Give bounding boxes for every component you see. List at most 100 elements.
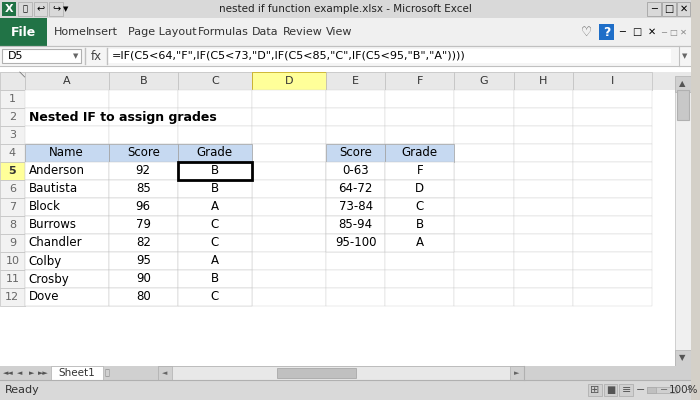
- Bar: [326, 216, 385, 234]
- Text: −: −: [659, 385, 668, 395]
- Text: A: A: [416, 236, 423, 250]
- Text: Chandler: Chandler: [29, 236, 83, 250]
- Bar: [326, 144, 385, 162]
- Text: 2: 2: [9, 112, 16, 122]
- Bar: [326, 234, 385, 252]
- Text: ▼: ▼: [679, 354, 686, 362]
- Bar: [573, 252, 652, 270]
- Text: B: B: [211, 164, 219, 178]
- Bar: [326, 198, 385, 216]
- Bar: [573, 126, 652, 144]
- Bar: [620, 384, 634, 396]
- Bar: [326, 90, 385, 108]
- Bar: [454, 90, 514, 108]
- Text: ⊞: ⊞: [590, 385, 599, 395]
- Bar: [385, 216, 454, 234]
- Bar: [326, 180, 385, 198]
- Text: ►: ►: [514, 370, 519, 376]
- Text: 7: 7: [9, 202, 16, 212]
- Bar: [326, 162, 385, 180]
- Text: 100%: 100%: [668, 385, 699, 395]
- Bar: [178, 72, 252, 90]
- Text: H: H: [539, 76, 547, 86]
- Bar: [326, 216, 385, 234]
- Bar: [675, 90, 692, 366]
- Bar: [252, 198, 326, 216]
- Bar: [454, 198, 514, 216]
- Bar: [326, 252, 385, 270]
- Bar: [252, 270, 326, 288]
- Text: Page Layout: Page Layout: [128, 27, 197, 37]
- Bar: [178, 144, 252, 162]
- Bar: [573, 198, 652, 216]
- Bar: [603, 384, 617, 396]
- Text: ─: ─: [662, 28, 666, 36]
- Bar: [454, 162, 514, 180]
- Bar: [385, 126, 454, 144]
- Bar: [573, 162, 652, 180]
- Bar: [385, 162, 454, 180]
- Bar: [252, 252, 326, 270]
- Bar: [454, 216, 514, 234]
- Bar: [326, 288, 385, 306]
- Text: ■: ■: [606, 385, 615, 395]
- Text: 92: 92: [136, 164, 150, 178]
- Text: □: □: [664, 4, 673, 14]
- Bar: [514, 270, 573, 288]
- Text: C: C: [211, 218, 219, 232]
- Text: Anderson: Anderson: [29, 164, 85, 178]
- Bar: [178, 198, 252, 216]
- Bar: [0, 144, 25, 162]
- Text: ►: ►: [29, 370, 34, 376]
- Bar: [108, 270, 178, 288]
- Bar: [385, 252, 454, 270]
- Text: ↪: ↪: [52, 4, 60, 14]
- Bar: [454, 288, 514, 306]
- Bar: [158, 366, 172, 380]
- Bar: [25, 288, 108, 306]
- Bar: [0, 180, 25, 198]
- Bar: [588, 384, 601, 396]
- Bar: [647, 387, 677, 393]
- Text: 1: 1: [9, 94, 16, 104]
- Bar: [25, 216, 108, 234]
- Text: A: A: [211, 200, 219, 214]
- Bar: [25, 288, 108, 306]
- Bar: [326, 198, 385, 216]
- Text: G: G: [480, 76, 489, 86]
- Bar: [108, 180, 178, 198]
- Text: −: −: [636, 385, 645, 395]
- Bar: [0, 252, 25, 270]
- Bar: [108, 234, 178, 252]
- Bar: [178, 180, 252, 198]
- Bar: [25, 234, 108, 252]
- Bar: [252, 72, 326, 90]
- Text: B: B: [416, 218, 424, 232]
- Bar: [178, 216, 252, 234]
- Bar: [514, 288, 573, 306]
- Text: Review: Review: [283, 27, 323, 37]
- Text: ✕: ✕: [648, 27, 656, 37]
- Text: A: A: [211, 254, 219, 268]
- Bar: [385, 198, 454, 216]
- Bar: [0, 198, 25, 216]
- Bar: [25, 162, 108, 180]
- Bar: [0, 72, 692, 90]
- Text: fx: fx: [91, 50, 102, 62]
- Bar: [108, 198, 178, 216]
- Text: □: □: [633, 27, 642, 37]
- Bar: [25, 90, 108, 108]
- Text: Formulas: Formulas: [198, 27, 249, 37]
- Bar: [108, 252, 178, 270]
- Text: 📄: 📄: [104, 368, 109, 378]
- Bar: [454, 144, 514, 162]
- Text: 73-84: 73-84: [339, 200, 372, 214]
- Bar: [647, 387, 656, 393]
- Bar: [108, 144, 178, 162]
- Bar: [385, 270, 454, 288]
- Bar: [108, 216, 178, 234]
- Bar: [0, 126, 25, 144]
- Bar: [514, 234, 573, 252]
- Bar: [454, 180, 514, 198]
- Bar: [108, 180, 178, 198]
